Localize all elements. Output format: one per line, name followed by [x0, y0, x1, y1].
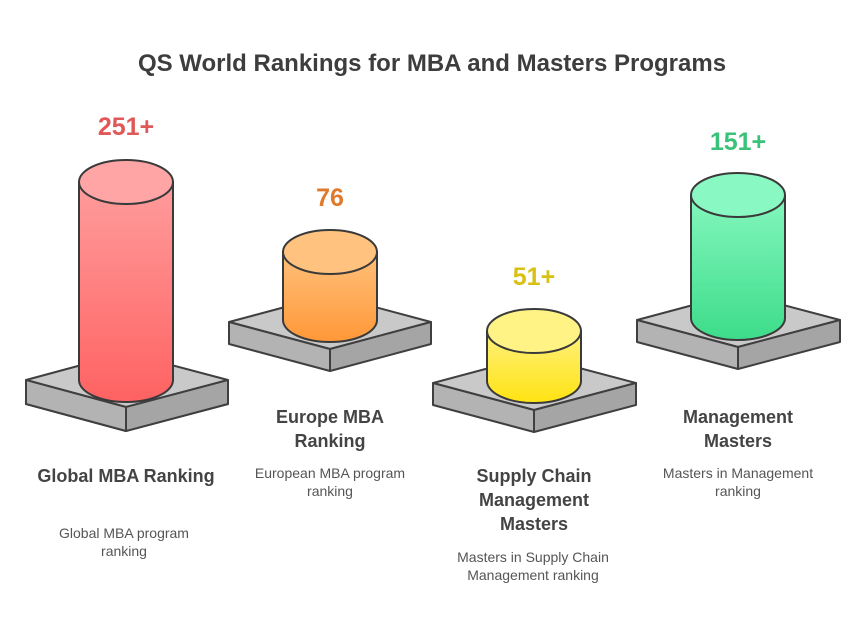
value-supply-chain: 51+ [513, 263, 555, 291]
label-supply-chain: Supply Chain Management Masters [476, 466, 592, 534]
pillar-global-mba: 251+ [25, 113, 229, 432]
pillar-europe-mba: 76 [228, 184, 432, 372]
label-global-mba: Global MBA Ranking [37, 466, 215, 486]
cylinder-top [78, 159, 174, 205]
platform [228, 294, 432, 372]
label-management-masters: Management Masters [682, 407, 794, 451]
desc-supply-chain: Masters in Supply Chain Management ranki… [457, 549, 609, 583]
page-title: QS World Rankings for MBA and Masters Pr… [137, 50, 727, 77]
cylinder-top [486, 308, 582, 354]
label-europe-mba: Europe MBA Ranking [276, 407, 384, 451]
desc-europe-mba: European MBA program ranking [254, 465, 406, 499]
cylinder-body [282, 251, 378, 343]
cylinder-top [282, 229, 378, 275]
pillar-management-masters: 151+ [636, 128, 841, 370]
desc-global-mba: Global MBA program ranking [59, 525, 189, 559]
cylinder-top [690, 172, 786, 218]
value-europe-mba: 76 [316, 184, 344, 212]
desc-management-masters: Masters in Management ranking [662, 465, 814, 499]
platform [432, 355, 637, 433]
value-global-mba: 251+ [98, 113, 154, 141]
value-management-masters: 151+ [710, 128, 766, 156]
cylinder-body [78, 181, 174, 403]
pillar-supply-chain: 51+ [432, 263, 637, 433]
cylinder-body [690, 194, 786, 341]
